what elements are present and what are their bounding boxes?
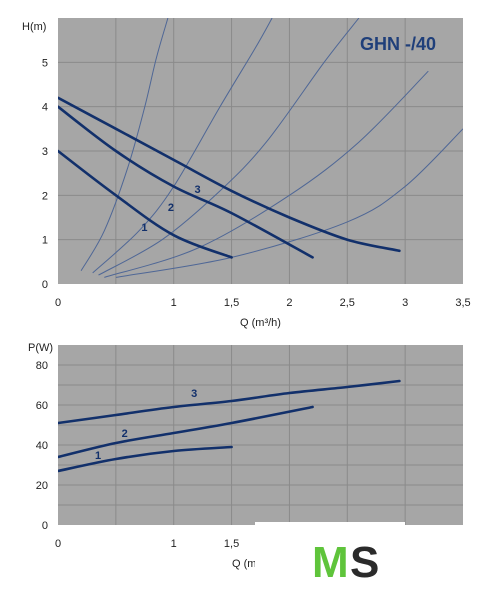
x-tick-label: 1,5 [224, 538, 239, 550]
power-series [58, 379, 401, 473]
x-tick-label: 2 [286, 297, 292, 309]
power-y-ticks: 0 20 40 60 80 [36, 360, 48, 532]
power-y-axis-label: P(W) [28, 342, 53, 354]
curve-label-1: 1 [95, 450, 101, 462]
x-tick-label: 1 [171, 538, 177, 550]
x-tick-label: 0 [55, 538, 61, 550]
logo-letter-m: M [312, 538, 349, 587]
system-curve-4 [104, 70, 429, 278]
head-series [58, 96, 401, 259]
y-tick-label: 2 [42, 190, 48, 202]
curve-label-3: 3 [195, 184, 201, 196]
curve-label-2: 2 [122, 428, 128, 440]
logo-backdrop [255, 522, 405, 590]
x-tick-label: 2,5 [340, 297, 355, 309]
system-curve-3 [98, 18, 360, 276]
x-tick-label: 3 [402, 297, 408, 309]
x-tick-label: 0 [55, 297, 61, 309]
y-tick-label: 3 [42, 146, 48, 158]
power-x-ticks: 0 1 1,5 [55, 538, 239, 550]
power-x-axis-label: Q (m [232, 558, 256, 570]
curve-label-1: 1 [141, 222, 147, 234]
system-curve-5 [115, 128, 463, 278]
curve-3 [58, 96, 401, 253]
head-grid [58, 18, 463, 284]
power-grid [58, 345, 463, 525]
y-tick-label: 5 [42, 57, 48, 69]
system-curve-2 [92, 18, 273, 274]
y-tick-label: 0 [42, 520, 48, 532]
chart-title: GHN -/40 [360, 34, 436, 54]
curve-label-3: 3 [191, 388, 197, 400]
x-tick-label: 3,5 [455, 297, 470, 309]
y-tick-label: 60 [36, 400, 48, 412]
head-y-axis-label: H(m) [22, 21, 46, 33]
curve-2 [58, 105, 314, 259]
head-x-axis-label: Q (m³/h) [240, 317, 281, 329]
power-plot-area [58, 345, 463, 525]
curve-3 [58, 379, 401, 425]
head-x-ticks: 0 1 1,5 2 2,5 3 3,5 [55, 297, 471, 309]
y-tick-label: 4 [42, 102, 48, 114]
x-tick-label: 1,5 [224, 297, 239, 309]
x-tick-label: 1 [171, 297, 177, 309]
head-chart: 0 1 1,5 2 2,5 3 3,5 0 1 2 3 4 5 H(m) Q (m³/h) GHN -… [22, 18, 471, 329]
ms-logo: M S [255, 522, 405, 590]
curve-1 [58, 149, 233, 259]
head-system-curves [80, 18, 463, 278]
head-y-ticks: 0 1 2 3 4 5 [42, 57, 48, 291]
curve-2 [58, 405, 314, 459]
curve-1 [58, 445, 233, 473]
y-tick-label: 80 [36, 360, 48, 372]
y-tick-label: 40 [36, 440, 48, 452]
y-tick-label: 1 [42, 235, 48, 247]
curve-label-2: 2 [168, 202, 174, 214]
logo-letter-s: S [350, 538, 379, 587]
y-tick-label: 0 [42, 279, 48, 291]
y-tick-label: 20 [36, 480, 48, 492]
